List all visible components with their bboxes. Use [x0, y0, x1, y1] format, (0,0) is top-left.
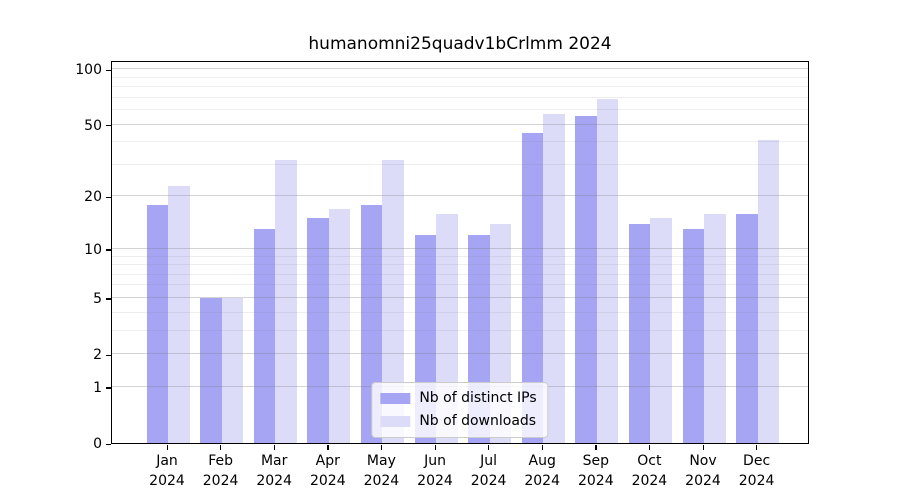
y-tick-mark: [106, 443, 111, 445]
legend-item-downloads: Nb of downloads: [380, 413, 536, 429]
x-tick-label: Aug 2024: [524, 453, 560, 489]
y-tick-label: 5: [93, 290, 102, 307]
y-tick-mark: [106, 69, 111, 72]
x-tick-mark: [702, 445, 704, 450]
x-tick-mark: [595, 445, 597, 450]
chart-title: humanomni25quadv1bCrlmm 2024: [308, 34, 612, 54]
x-tick-mark: [434, 445, 436, 450]
bar-downloads-aug: [543, 114, 565, 443]
bar-distinct-ips-dec: [736, 213, 758, 443]
x-tick-mark: [648, 445, 651, 450]
y-tick-mark: [106, 196, 111, 199]
x-tick-label: Oct 2024: [631, 453, 668, 489]
bar-distinct-ips-nov: [682, 229, 704, 443]
gridline-minor: [112, 141, 808, 143]
y-tick-mark: [106, 298, 111, 300]
bar-downloads-may: [382, 159, 404, 443]
bar-downloads-oct: [650, 218, 672, 443]
x-tick-label: Sep 2024: [577, 453, 614, 489]
bar-distinct-ips-aug: [521, 132, 544, 443]
downloads-swatch: [380, 415, 411, 427]
x-tick-label: Jun 2024: [417, 453, 453, 489]
legend-item-distinct-ips: Nb of distinct IPs: [380, 390, 537, 406]
x-tick-label: Dec 2024: [738, 453, 775, 489]
bar-distinct-ips-oct: [628, 223, 651, 443]
x-tick-mark: [220, 445, 222, 450]
bar-downloads-mar: [275, 159, 297, 443]
y-tick-label: 0: [93, 436, 102, 452]
x-tick-mark: [273, 445, 276, 450]
legend-label-downloads: Nb of downloads: [419, 413, 537, 429]
x-tick-label: Nov 2024: [685, 453, 721, 489]
x-tick-label: Mar 2024: [256, 453, 292, 489]
y-tick-mark: [106, 354, 111, 356]
bar-downloads-sep: [596, 98, 619, 443]
x-tick-label: Jul 2024: [470, 453, 507, 489]
y-tick-label: 2: [93, 347, 102, 364]
bar-distinct-ips-sep: [575, 115, 597, 443]
y-tick-mark: [106, 387, 111, 389]
x-tick-mark: [380, 445, 383, 450]
bar-distinct-ips-mar: [253, 229, 276, 443]
x-tick-mark: [541, 445, 544, 450]
y-tick-label: 1: [93, 379, 102, 396]
y-tick-label: 10: [84, 241, 102, 258]
x-tick-mark: [327, 445, 329, 450]
x-tick-mark: [756, 445, 758, 450]
legend-label-distinct-ips: Nb of distinct IPs: [419, 390, 537, 406]
gridline-minor: [112, 76, 808, 78]
x-tick-label: May 2024: [363, 453, 400, 489]
y-tick-mark: [106, 249, 111, 251]
bar-downloads-apr: [328, 208, 351, 443]
x-tick-label: Apr 2024: [309, 453, 346, 489]
x-tick-mark: [166, 445, 168, 450]
x-tick-label: Jan 2024: [149, 453, 185, 489]
plot-area: Nb of distinct IPs Nb of downloads: [111, 61, 809, 444]
y-tick-label: 50: [84, 117, 102, 134]
y-tick-mark: [106, 125, 111, 127]
gridline-major: [112, 123, 808, 125]
x-tick-label: Feb 2024: [202, 453, 239, 489]
y-tick-label: 100: [75, 62, 102, 79]
distinct-ips-swatch: [380, 392, 411, 404]
gridline-minor: [112, 109, 808, 111]
bar-distinct-ips-apr: [307, 218, 329, 443]
legend: Nb of distinct IPs Nb of downloads: [371, 382, 549, 438]
gridline-minor: [112, 163, 808, 165]
bar-downloads-dec: [757, 140, 780, 443]
bar-distinct-ips-feb: [200, 297, 222, 443]
gridline-minor: [112, 96, 808, 98]
y-tick-label: 20: [84, 189, 102, 206]
gridline-major: [112, 195, 808, 197]
gridline-major: [112, 68, 808, 70]
x-tick-mark: [488, 445, 490, 450]
gridline-minor: [112, 86, 808, 88]
bar-downloads-nov: [704, 213, 726, 443]
bar-downloads-jan: [168, 185, 190, 443]
bar-distinct-ips-jan: [146, 204, 168, 443]
bar-downloads-feb: [221, 297, 244, 443]
